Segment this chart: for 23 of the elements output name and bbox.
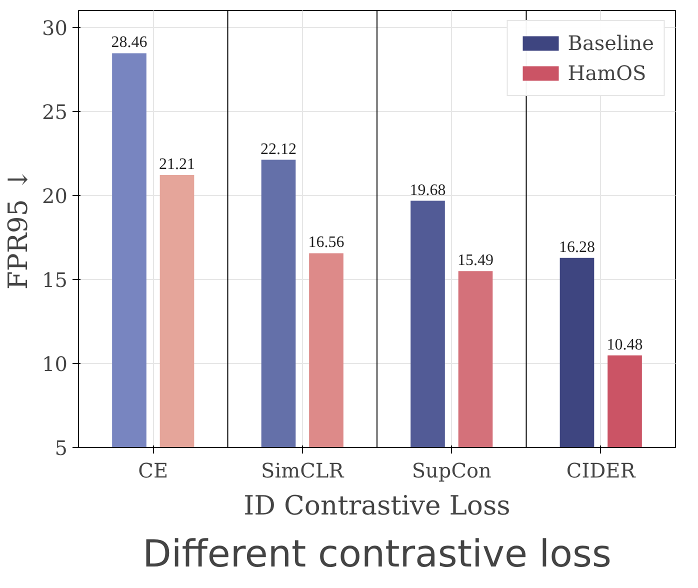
text: Different contrastive loss xyxy=(142,532,612,576)
y-tick-label: 10 xyxy=(42,352,68,376)
data-label: 10.48 xyxy=(606,336,643,354)
legend-label: HamOS xyxy=(568,61,646,85)
y-tick-label: 5 xyxy=(54,436,68,460)
data-label: 19.68 xyxy=(410,182,446,199)
x-tick-label: SupCon xyxy=(412,458,492,482)
data-label: 28.46 xyxy=(111,34,148,52)
data-label: 16.28 xyxy=(558,238,595,256)
x-tick-label: CE xyxy=(138,458,168,482)
data-label: 22.12 xyxy=(260,140,296,158)
data-label: 16.56 xyxy=(308,234,344,252)
data-label: 15.49 xyxy=(458,252,494,270)
y-tick-label: 15 xyxy=(42,268,68,292)
legend-label: Baseline xyxy=(568,31,654,55)
y-axis-title: FPR95 ↓ xyxy=(3,168,34,290)
y-tick-label: 25 xyxy=(42,100,68,124)
y-tick-label: 20 xyxy=(42,184,68,208)
x-axis-title: ID Contrastive Loss xyxy=(244,490,510,522)
x-tick-label: CIDER xyxy=(566,458,636,482)
y-tick-label: 30 xyxy=(42,16,68,40)
data-label: 21.21 xyxy=(159,156,196,174)
x-tick-label: SimCLR xyxy=(261,458,345,482)
